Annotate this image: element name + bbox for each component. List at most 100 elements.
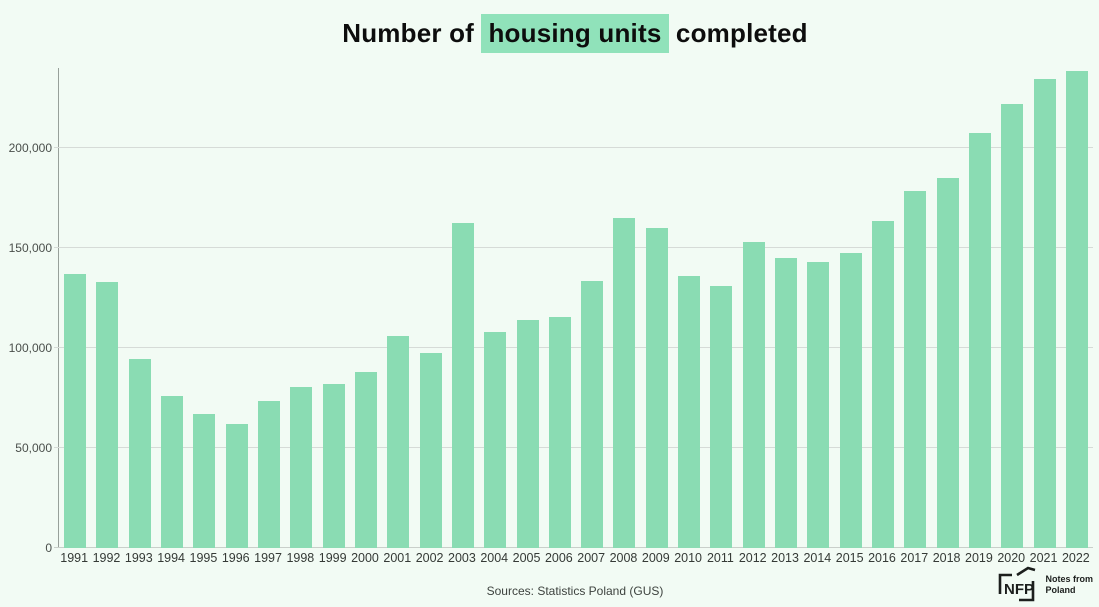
plot-area — [54, 68, 1093, 548]
x-tick-label: 1994 — [157, 551, 185, 565]
bar-2020 — [1001, 104, 1024, 548]
nfp-logo-line1: Notes from — [1045, 574, 1093, 585]
x-tick-label: 2014 — [803, 551, 832, 565]
x-tick-label: 1999 — [318, 551, 347, 565]
nfp-logo-abbr: NFP — [1004, 581, 1034, 598]
bar-2007 — [581, 280, 604, 548]
bar-slot — [350, 68, 382, 548]
y-tick-label: 50,000 — [15, 441, 52, 455]
x-tick-label: 1997 — [254, 551, 282, 565]
bar-slot — [738, 68, 770, 548]
x-tick-label: 1995 — [189, 551, 218, 565]
bar-2015 — [839, 252, 862, 548]
x-axis: 1991 1992 1993 1994 1995 1996 1997 1998 1999 2000… — [58, 551, 1092, 565]
x-tick-label: 1996 — [221, 551, 250, 565]
gridline — [54, 347, 1093, 348]
bar-1993 — [128, 359, 151, 548]
chart-title: Number of housing units completed — [58, 14, 1092, 54]
x-tick-label: 2020 — [997, 551, 1026, 565]
bar-slot — [447, 68, 479, 548]
bar-2016 — [871, 221, 894, 548]
nfp-logo-text: Notes from Poland — [1045, 574, 1093, 596]
bar-1995 — [193, 413, 216, 548]
bar-2022 — [1065, 70, 1088, 548]
bar-slot — [867, 68, 899, 548]
x-tick-label: 1991 — [60, 551, 89, 565]
x-tick-label: 2007 — [577, 551, 606, 565]
bar-2017 — [904, 191, 927, 548]
bar-slot — [511, 68, 543, 548]
bar-2012 — [742, 242, 765, 548]
bar-slot — [673, 68, 705, 548]
bar-slot — [576, 68, 608, 548]
bar-2006 — [548, 317, 571, 548]
y-tick-label: 0 — [45, 541, 52, 555]
bar-slot — [544, 68, 576, 548]
x-tick-label: 2001 — [383, 551, 412, 565]
bar-2011 — [710, 286, 733, 548]
x-tick-label: 2008 — [609, 551, 638, 565]
bar-2005 — [516, 319, 539, 548]
x-tick-label: 2006 — [544, 551, 573, 565]
bar-1998 — [290, 386, 313, 548]
x-tick-label: 2021 — [1029, 551, 1058, 565]
bar-1997 — [258, 400, 281, 548]
bar-2018 — [936, 178, 959, 548]
bar-slot — [1061, 68, 1093, 548]
bar-slot — [705, 68, 737, 548]
bar-slot — [931, 68, 963, 548]
bar-slot — [802, 68, 834, 548]
x-tick-label: 2012 — [738, 551, 767, 565]
bar-2003 — [451, 222, 474, 548]
x-tick-label: 2022 — [1061, 551, 1090, 565]
bar-slot — [285, 68, 317, 548]
bar-2021 — [1033, 78, 1056, 548]
x-tick-label: 2005 — [512, 551, 541, 565]
bar-slot — [996, 68, 1028, 548]
bar-slot — [608, 68, 640, 548]
nfp-logo: NFP Notes from Poland — [992, 566, 1093, 604]
y-tick-label: 150,000 — [8, 241, 52, 255]
bar-slot — [188, 68, 220, 548]
bar-2013 — [775, 257, 798, 548]
x-tick-label: 1993 — [124, 551, 153, 565]
bar-1999 — [322, 384, 345, 548]
nfp-logo-line2: Poland — [1045, 585, 1076, 595]
bar-slot — [156, 68, 188, 548]
bars-row — [59, 68, 1093, 548]
bar-1992 — [96, 282, 119, 548]
gridline — [54, 447, 1093, 448]
bar-1996 — [225, 423, 248, 548]
sources-note: Sources: Statistics Poland (GUS) — [486, 584, 664, 598]
x-tick-label: 2018 — [932, 551, 961, 565]
x-tick-label: 2004 — [480, 551, 509, 565]
x-tick-label: 2000 — [351, 551, 379, 565]
x-baseline — [54, 547, 1093, 548]
bar-2010 — [678, 276, 701, 548]
title-highlight: housing units — [481, 14, 669, 54]
bar-2019 — [968, 133, 991, 548]
x-tick-label: 2017 — [900, 551, 929, 565]
bar-1994 — [161, 395, 184, 548]
bar-slot — [964, 68, 996, 548]
bar-slot — [59, 68, 91, 548]
bar-2008 — [613, 217, 636, 548]
bar-slot — [124, 68, 156, 548]
bar-slot — [835, 68, 867, 548]
bar-slot — [221, 68, 253, 548]
bar-slot — [479, 68, 511, 548]
x-tick-label: 2010 — [674, 551, 702, 565]
x-tick-label: 2003 — [448, 551, 476, 565]
x-tick-label: 1998 — [286, 551, 315, 565]
gridline — [54, 247, 1093, 248]
bar-2000 — [354, 372, 377, 548]
bar-slot — [770, 68, 802, 548]
bar-slot — [318, 68, 350, 548]
bar-slot — [641, 68, 673, 548]
x-tick-label: 2002 — [415, 551, 444, 565]
bar-slot — [414, 68, 446, 548]
bar-2004 — [484, 331, 507, 548]
x-tick-label: 2015 — [835, 551, 864, 565]
bar-slot — [1028, 68, 1060, 548]
